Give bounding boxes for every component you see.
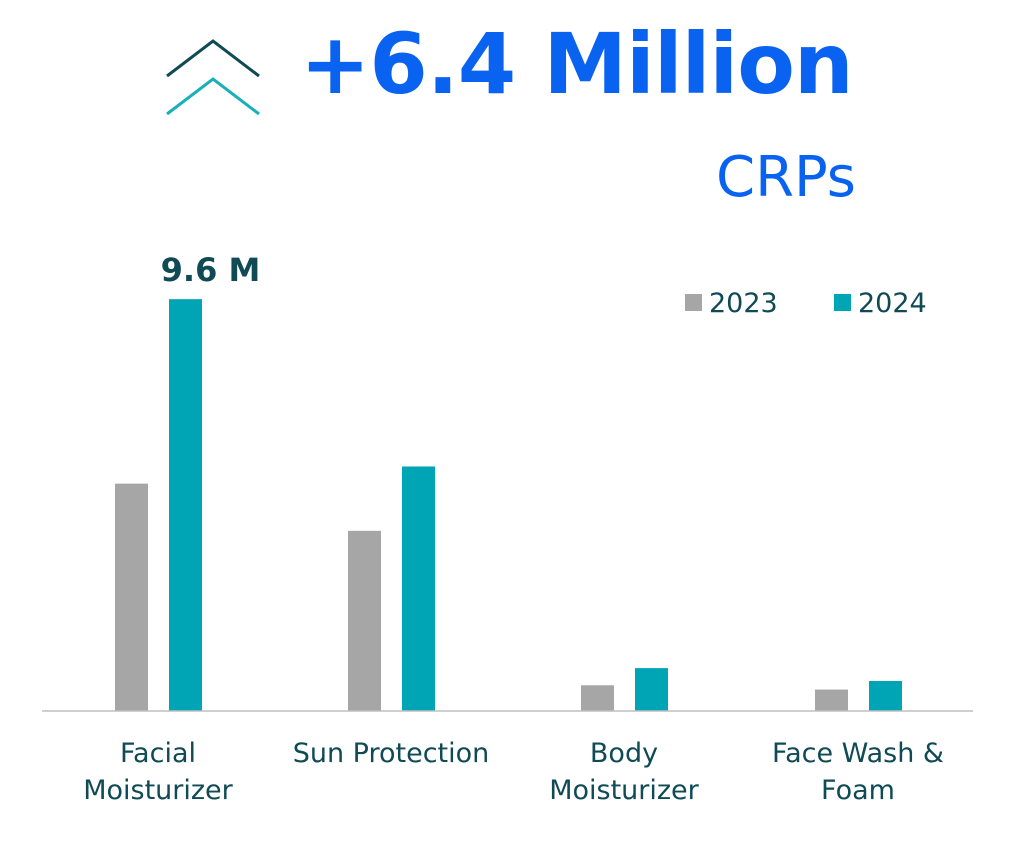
lower-chevron xyxy=(166,77,260,116)
category-label-1: Sun Protection xyxy=(293,738,490,769)
bar-2024-3 xyxy=(869,680,902,711)
legend-label-2024: 2024 xyxy=(858,288,927,319)
category-label-2: Body Moisturizer xyxy=(549,738,699,806)
data-label-0: 9.6 M xyxy=(161,251,261,289)
double-chevron-up-icon xyxy=(166,39,260,116)
headline-value: +6.4 Million xyxy=(300,15,854,113)
bar-2023-2 xyxy=(581,685,614,711)
legend-label-2023: 2023 xyxy=(709,288,778,319)
legend-swatch-2023 xyxy=(685,294,702,311)
upper-chevron xyxy=(166,39,260,78)
bar-2024-1 xyxy=(402,466,435,711)
bar-2024-0 xyxy=(169,299,202,711)
legend-swatch-2024 xyxy=(834,294,851,311)
bar-2024-2 xyxy=(635,668,668,711)
category-label-3: Face Wash & Foam xyxy=(772,738,944,806)
bar-2023-0 xyxy=(115,483,148,711)
headline-unit: CRPs xyxy=(716,145,856,210)
bar-2023-3 xyxy=(815,689,848,711)
category-label-0: Facial Moisturizer xyxy=(83,738,233,806)
bar-2023-1 xyxy=(348,530,381,711)
